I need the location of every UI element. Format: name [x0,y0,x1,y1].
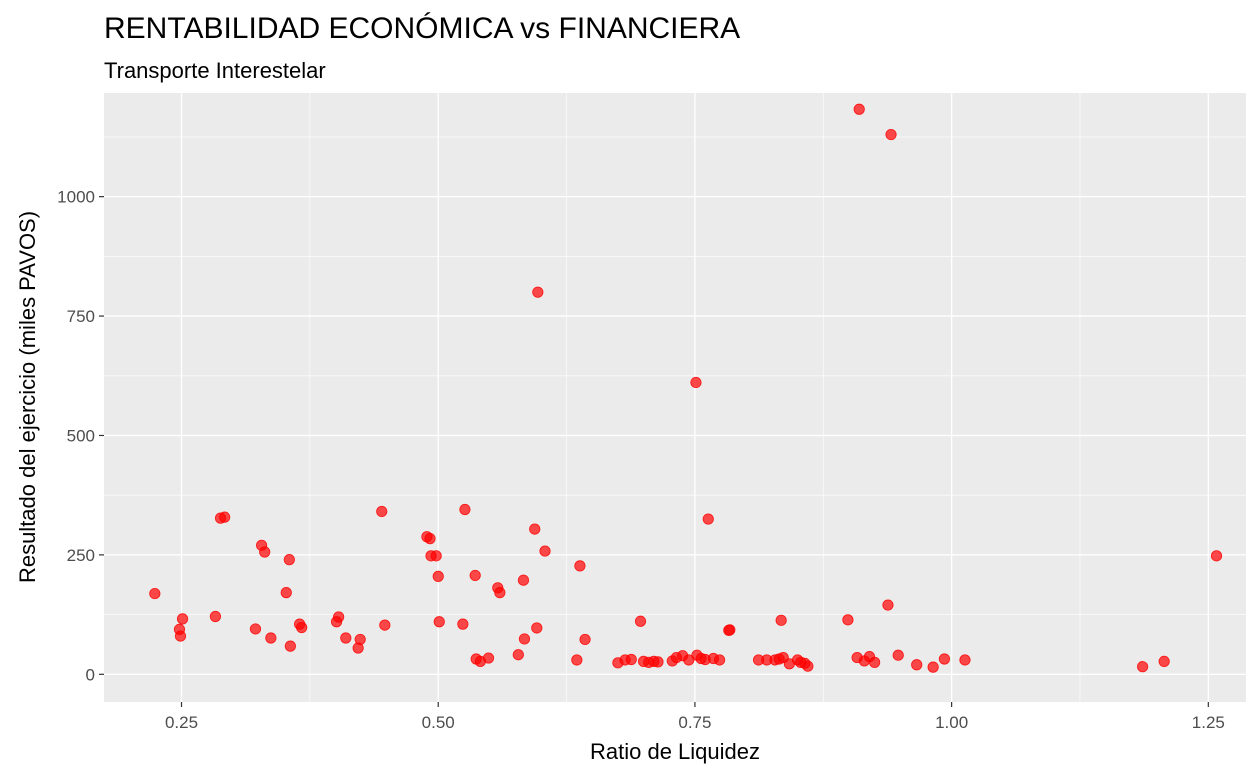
data-point [713,654,726,666]
data-point [1158,655,1170,668]
data-point [539,545,551,557]
chart-title: RENTABILIDAD ECONÓMICA vs FINANCIERA [104,12,740,45]
chart-subtitle: Transporte Interestelar [104,58,326,83]
data-point [652,656,664,668]
data-point [333,611,345,623]
data-point [265,632,277,644]
x-tick-label: 0.50 [422,713,455,732]
grid-minor [104,93,1246,702]
data-point [690,376,702,389]
data-point [938,653,951,665]
x-tick-label: 0.75 [678,713,711,732]
data-point [869,656,881,668]
data-point [149,587,161,600]
data-point [579,633,591,646]
x-axis-label: Ratio de Liquidez [590,739,760,764]
data-point [892,649,904,661]
data-point [625,653,637,666]
data-point [209,610,222,623]
data-point [259,546,271,558]
data-point [176,613,189,625]
data-point [219,511,231,523]
data-point [1210,550,1223,562]
data-point [494,587,506,599]
data-point [459,503,471,516]
data-point [376,505,388,518]
data-point [354,633,366,646]
data-point [430,550,442,562]
data-point [283,554,295,566]
data-point [424,533,436,545]
data-point [574,560,586,572]
data-point [634,615,647,627]
data-point [1137,661,1149,673]
y-tick-label: 750 [67,307,95,326]
data-point [432,570,444,582]
data-point [571,654,583,666]
data-point [512,649,524,661]
x-tick-label: 1.25 [1192,713,1225,732]
data-point [802,660,814,672]
data-point [482,652,495,664]
data-point [724,624,736,636]
y-axis: 0 250 500 750 1000 [57,188,104,684]
data-point [296,621,308,634]
data-point [959,654,971,666]
y-tick-label: 500 [67,426,95,445]
data-point [433,616,445,628]
data-point [911,659,923,671]
y-tick-label: 250 [67,546,95,565]
data-point [853,103,865,115]
y-tick-label: 1000 [57,188,95,207]
x-tick-label: 0.25 [165,713,198,732]
data-point [529,523,541,535]
data-points [149,103,1223,673]
data-point [531,622,543,634]
plot-panel [104,93,1246,702]
data-point [284,640,296,652]
data-point [702,513,714,525]
data-point [518,633,531,645]
data-point [340,632,352,644]
y-tick-label: 0 [86,665,95,684]
data-point [280,587,292,599]
data-point [927,661,939,673]
data-point [469,569,481,582]
y-axis-label: Resultado del ejercicio (miles PAVOS) [15,211,40,583]
data-point [683,654,695,666]
data-point [249,623,262,635]
data-point [775,614,787,626]
x-tick-label: 1.00 [935,713,968,732]
data-point [882,599,894,611]
data-point [532,286,544,298]
data-point [842,614,854,626]
data-point [379,619,391,631]
data-point [517,574,530,586]
data-point [174,630,187,642]
grid-major [104,93,1246,702]
data-point [885,128,897,141]
x-axis: 0.25 0.50 0.75 1.00 1.25 [165,702,1225,732]
data-point [457,618,469,630]
